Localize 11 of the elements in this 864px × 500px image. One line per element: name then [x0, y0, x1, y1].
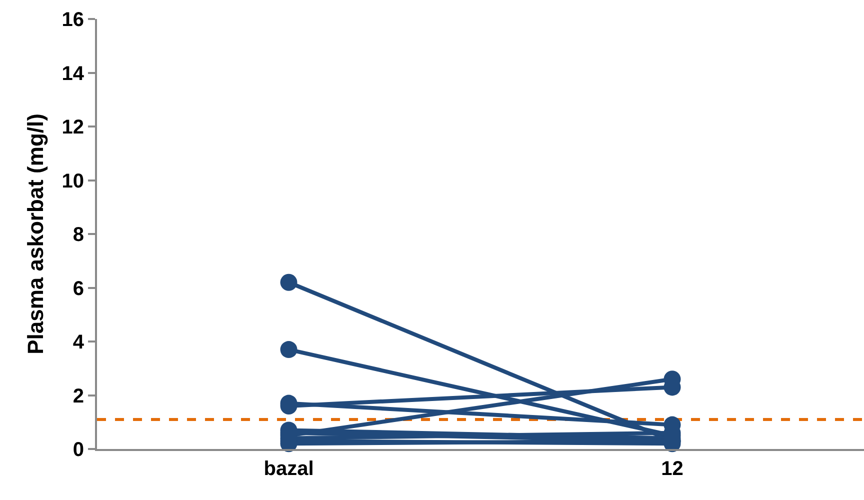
y-tick-label: 6	[72, 278, 84, 300]
y-tick-label: 16	[62, 9, 84, 31]
y-tick-label: 0	[72, 439, 84, 461]
y-tick-label: 10	[62, 170, 84, 192]
x-tick-label: bazal	[264, 458, 314, 480]
y-tick-label: 12	[62, 116, 84, 138]
y-tick-label: 14	[62, 62, 85, 85]
y-tick-label: 2	[72, 385, 84, 408]
y-tick-label: 8	[72, 224, 84, 246]
y-tick-label: 4	[72, 332, 85, 354]
y-axis-title: Plasma askorbat (mg/l)	[23, 114, 48, 354]
